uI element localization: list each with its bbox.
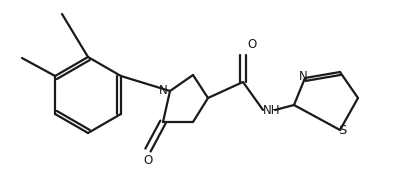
Text: N: N [159,83,167,97]
Text: N: N [299,70,307,83]
Text: S: S [338,124,346,137]
Text: NH: NH [263,103,281,117]
Text: O: O [143,154,152,167]
Text: O: O [247,38,256,51]
